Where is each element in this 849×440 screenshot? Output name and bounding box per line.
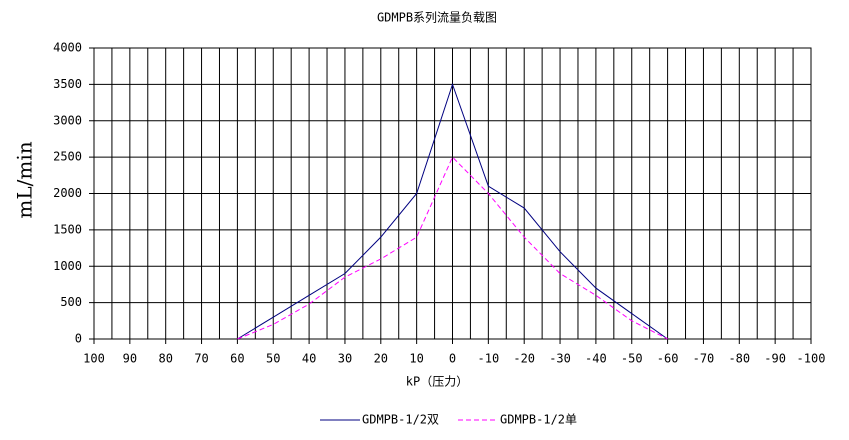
x-tick-label: -20 xyxy=(513,352,535,366)
x-tick-label: -60 xyxy=(657,352,679,366)
x-tick-label: 30 xyxy=(338,352,352,366)
x-tick-label: -90 xyxy=(764,352,786,366)
y-tick-label: 500 xyxy=(60,295,82,309)
x-axis-label: kP（压力） xyxy=(406,375,468,389)
chart-title: GDMPB系列流量负载图 xyxy=(377,11,497,25)
x-tick-label: -70 xyxy=(693,352,715,366)
y-tick-label: 0 xyxy=(75,332,82,346)
series-line xyxy=(237,82,668,340)
y-tick-label: 2000 xyxy=(53,186,82,200)
x-tick-label: -80 xyxy=(728,352,750,366)
y-tick-label: 2500 xyxy=(53,150,82,164)
y-tick-label: 3000 xyxy=(53,113,82,127)
x-tick-label: 80 xyxy=(158,352,172,366)
x-tick-label: 60 xyxy=(230,352,244,366)
x-tick-label: 40 xyxy=(302,352,316,366)
plot-frame xyxy=(93,47,812,340)
legend-label: GDMPB-1/2单 xyxy=(500,413,577,427)
x-tick-label: 100 xyxy=(83,352,105,366)
y-tick-label: 3500 xyxy=(53,77,82,91)
legend-label: GDMPB-1/2双 xyxy=(362,413,439,427)
x-tick-label: -50 xyxy=(621,352,643,366)
x-tick-label: 50 xyxy=(266,352,280,366)
x-tick-label: 0 xyxy=(449,352,456,366)
x-tick-label: 10 xyxy=(409,352,423,366)
x-tick-label: 70 xyxy=(194,352,208,366)
y-tick-label: 4000 xyxy=(53,41,82,55)
y-tick-label: 1500 xyxy=(53,222,82,236)
x-tick-label: 20 xyxy=(374,352,388,366)
x-tick-label: -30 xyxy=(549,352,571,366)
x-tick-label: -40 xyxy=(585,352,607,366)
x-tick-label: 90 xyxy=(123,352,137,366)
y-tick-label: 1000 xyxy=(53,259,82,273)
x-tick-label: -100 xyxy=(797,352,826,366)
x-tick-label: -10 xyxy=(478,352,500,366)
y-axis-label: mL/min xyxy=(13,141,37,218)
